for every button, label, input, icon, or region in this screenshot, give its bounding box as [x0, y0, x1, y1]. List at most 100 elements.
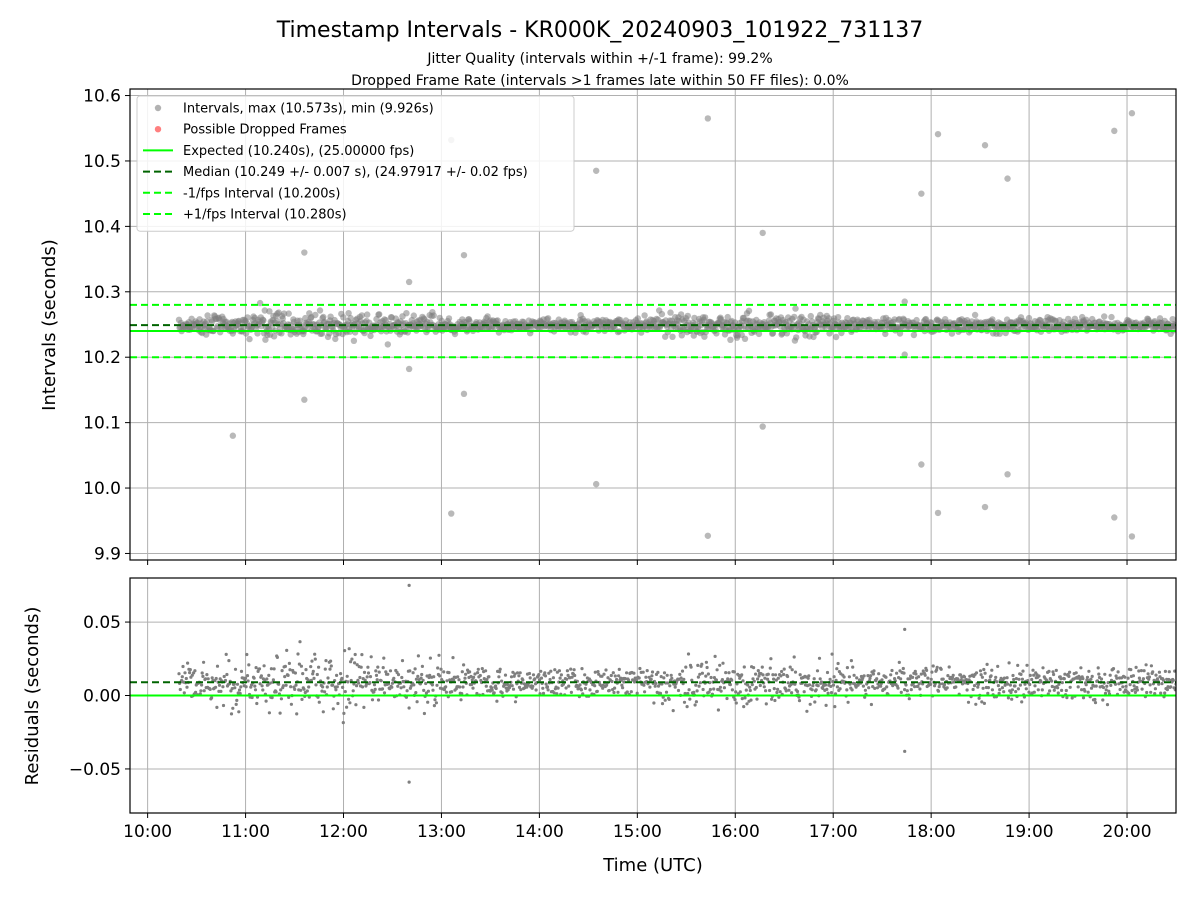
bottom-point [246, 679, 250, 683]
bottom-point [696, 663, 700, 668]
bottom-point [907, 697, 911, 701]
top-outlier-point [448, 510, 455, 517]
bottom-point [1010, 697, 1014, 701]
residuals-panel: −0.05 0.00 0.05 10:00 11:00 12:00 13:00 14:00 15… [69, 577, 1177, 842]
top-point [641, 312, 648, 319]
bottom-point [279, 688, 283, 692]
bottom-point [1152, 678, 1156, 683]
bottom-point [452, 678, 456, 682]
bottom-x-tick-label: 12:00 [319, 822, 368, 842]
x-axis-label: Time (UTC) [602, 855, 703, 876]
bottom-point [715, 668, 719, 672]
bottom-point [966, 700, 971, 704]
bottom-point [400, 675, 404, 680]
bottom-point [269, 667, 273, 671]
bottom-point [690, 678, 694, 682]
bottom-point [224, 652, 228, 657]
bottom-point [676, 688, 681, 693]
bottom-point [247, 663, 251, 667]
bottom-point [945, 686, 949, 690]
bottom-point [1148, 683, 1152, 687]
bottom-point [663, 698, 667, 702]
bottom-point [297, 662, 301, 666]
bottom-point [1153, 687, 1157, 691]
bottom-point [1070, 696, 1074, 700]
bottom-point [583, 673, 587, 677]
top-point [260, 317, 267, 324]
bottom-point [1173, 669, 1176, 673]
top-outlier-point [1128, 110, 1136, 117]
top-y-tick-label: 10.1 [83, 414, 121, 434]
bottom-point [982, 701, 987, 706]
bottom-point [1104, 688, 1108, 692]
top-y-tick-label: 10.3 [83, 283, 121, 303]
bottom-point [1079, 666, 1083, 670]
bottom-point [411, 671, 415, 675]
top-point [280, 310, 288, 317]
top-point [1108, 313, 1115, 321]
bottom-point [694, 700, 699, 704]
bottom-point [925, 668, 929, 673]
top-outlier-point [460, 251, 468, 259]
bottom-point [909, 688, 913, 692]
bottom-point [916, 684, 920, 688]
top-point [791, 313, 798, 321]
bottom-point [869, 674, 873, 678]
bottom-point [659, 675, 663, 679]
bottom-point [643, 690, 647, 694]
bottom-point [293, 671, 297, 675]
bottom-point [1157, 670, 1161, 674]
bottom-point [813, 700, 817, 704]
bottom-point [1147, 675, 1151, 679]
bottom-point [377, 670, 381, 674]
bottom-point [268, 681, 272, 685]
bottom-point [749, 698, 753, 702]
bottom-point [768, 688, 772, 693]
bottom-point [760, 665, 764, 669]
bottom-point [1144, 663, 1148, 667]
bottom-x-tick-label: 19:00 [1005, 822, 1054, 842]
bottom-point [990, 688, 995, 692]
bottom-point [1132, 684, 1136, 688]
bottom-point [947, 665, 951, 669]
bottom-point [805, 709, 809, 713]
bottom-point [771, 673, 775, 677]
bottom-point [1129, 668, 1133, 672]
bottom-point [442, 670, 446, 674]
bottom-point [270, 696, 274, 700]
bottom-point [755, 697, 759, 701]
bottom-point [1157, 682, 1161, 686]
bottom-point [1030, 677, 1034, 682]
bottom-point [1142, 669, 1146, 673]
bottom-point [354, 703, 358, 707]
bottom-point [537, 673, 541, 677]
top-outlier-point [301, 249, 308, 256]
bottom-point [1127, 691, 1131, 695]
bottom-point [1163, 691, 1167, 695]
bottom-point [558, 676, 562, 680]
bottom-point [724, 671, 728, 675]
bottom-point [304, 668, 308, 672]
bottom-point [326, 676, 330, 680]
bottom-point [422, 711, 426, 716]
bottom-point [660, 702, 665, 706]
bottom-point [1024, 687, 1028, 691]
bottom-point [519, 688, 523, 692]
bottom-point [495, 699, 499, 703]
bottom-point [342, 711, 346, 716]
bottom-point [994, 675, 998, 680]
bottom-point [764, 702, 768, 706]
bottom-point [255, 701, 259, 706]
bottom-point [653, 684, 657, 688]
bottom-point [756, 669, 760, 673]
bottom-point [267, 711, 271, 715]
bottom-point [478, 673, 482, 678]
bottom-point [1014, 677, 1019, 681]
bottom-point [420, 672, 424, 677]
bottom-point [1056, 686, 1060, 690]
bottom-point [432, 704, 436, 708]
bottom-point [671, 709, 675, 713]
bottom-point [1047, 669, 1051, 674]
bottom-point [1020, 700, 1024, 704]
bottom-point [650, 674, 654, 678]
